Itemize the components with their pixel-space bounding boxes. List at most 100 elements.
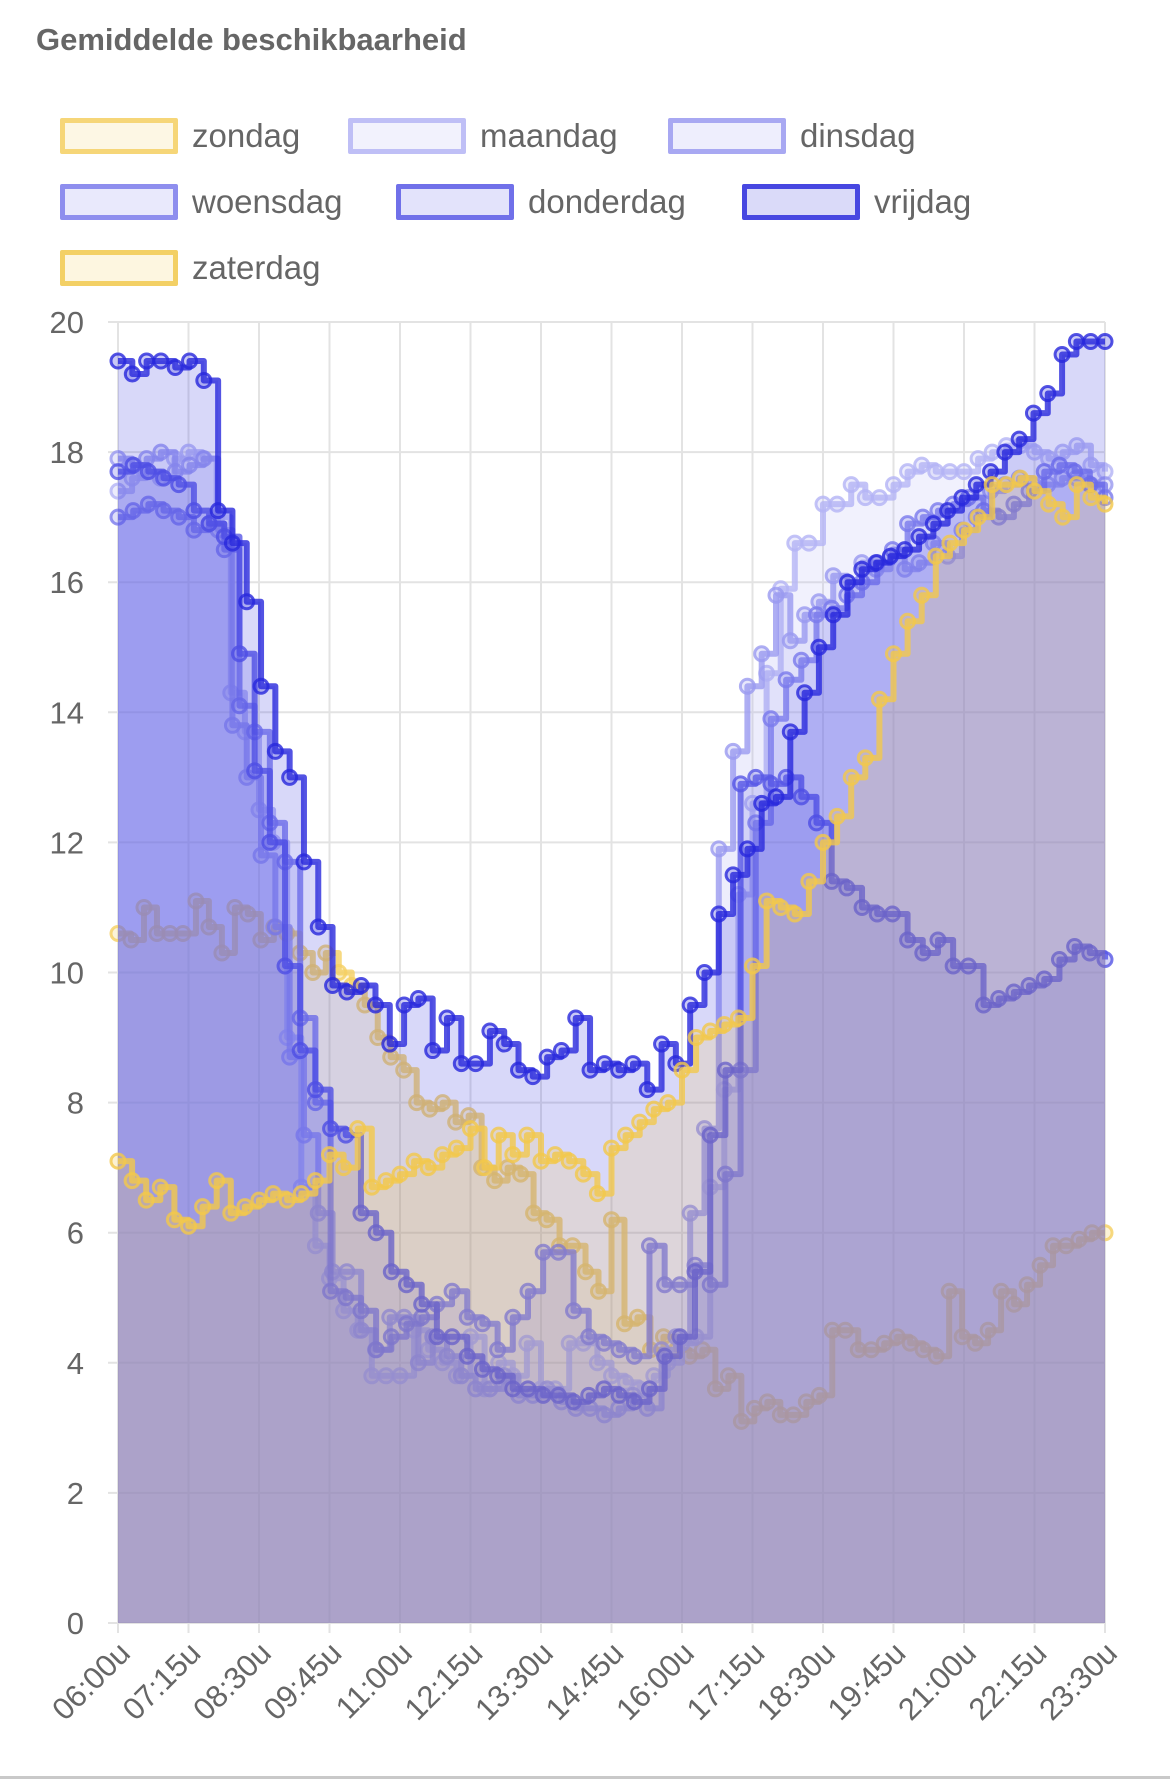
data-point	[953, 489, 971, 507]
data-point	[758, 1393, 776, 1411]
data-point	[659, 1094, 677, 1112]
data-point	[574, 1165, 592, 1183]
data-point	[640, 1237, 658, 1255]
data-point	[969, 450, 987, 468]
legend-item-donderdag[interactable]: donderdag	[396, 178, 686, 226]
legend-item-dinsdag[interactable]: dinsdag	[668, 112, 916, 160]
data-point	[377, 1172, 395, 1190]
data-point	[200, 515, 218, 533]
data-point	[538, 1048, 556, 1066]
data-point	[777, 671, 795, 689]
data-point	[549, 1243, 567, 1261]
data-point	[615, 1315, 633, 1333]
legend-item-woensdag[interactable]: woensdag	[60, 178, 342, 226]
y-tick-label: 14	[50, 695, 84, 730]
data-point	[438, 1347, 456, 1365]
data-point	[610, 1386, 628, 1404]
data-point	[1035, 970, 1053, 988]
data-point	[152, 443, 170, 461]
data-point	[941, 534, 959, 552]
data-point	[363, 1178, 381, 1196]
data-point	[349, 1120, 367, 1138]
data-point	[856, 749, 874, 767]
data-point	[693, 1341, 711, 1359]
data-point	[913, 586, 931, 604]
data-point	[966, 1334, 984, 1352]
data-point	[338, 1263, 356, 1281]
data-point	[781, 632, 799, 650]
data-point	[581, 1061, 599, 1079]
data-point	[940, 1282, 958, 1300]
data-point	[640, 1380, 658, 1398]
data-point	[1053, 346, 1071, 364]
data-point	[295, 1126, 313, 1144]
data-point	[927, 547, 945, 565]
data-point	[914, 1341, 932, 1359]
data-point	[1070, 1230, 1088, 1248]
data-point	[671, 1328, 689, 1346]
y-tick-label: 10	[50, 956, 84, 991]
data-point	[738, 677, 756, 695]
data-point	[595, 1055, 613, 1073]
y-tick-label: 6	[67, 1216, 84, 1251]
data-point	[306, 1237, 324, 1255]
data-point	[367, 1341, 385, 1359]
data-point	[870, 690, 888, 708]
data-point	[910, 528, 928, 546]
data-point	[194, 1198, 212, 1216]
data-point	[617, 1373, 635, 1391]
data-point	[443, 1328, 461, 1346]
data-point	[489, 1341, 507, 1359]
data-point	[519, 1380, 537, 1398]
data-point	[1039, 385, 1057, 403]
data-point	[1096, 333, 1114, 351]
data-point	[152, 352, 170, 370]
data-point	[687, 1029, 705, 1047]
data-point	[352, 1204, 370, 1222]
data-point	[123, 365, 141, 383]
data-point	[828, 807, 846, 825]
data-point	[278, 1191, 296, 1209]
data-point	[992, 1282, 1010, 1300]
y-tick-label: 20	[50, 305, 84, 340]
data-point	[899, 463, 917, 481]
data-point	[321, 1146, 338, 1164]
data-point	[810, 638, 828, 656]
data-point	[653, 1035, 671, 1053]
data-point	[447, 1113, 465, 1131]
x-tick-label: 18:30u	[750, 1635, 842, 1727]
data-point	[309, 1204, 327, 1222]
legend-swatch	[742, 184, 860, 220]
data-point	[810, 1386, 828, 1404]
data-point	[603, 1367, 620, 1385]
data-point	[888, 1328, 906, 1346]
data-point	[870, 489, 888, 507]
legend-item-zaterdag[interactable]: zaterdag	[60, 244, 320, 292]
data-point	[409, 990, 427, 1008]
legend-item-vrijdag[interactable]: vrijdag	[742, 178, 971, 226]
data-point	[322, 1120, 340, 1138]
data-point	[781, 723, 799, 741]
data-point	[398, 1315, 416, 1333]
data-point	[603, 1139, 620, 1157]
data-point	[504, 1308, 522, 1326]
y-tick-label: 16	[50, 565, 84, 600]
data-point	[588, 1185, 606, 1203]
data-point	[710, 905, 728, 923]
data-point	[695, 964, 713, 981]
data-point	[266, 742, 284, 760]
data-point	[200, 918, 218, 936]
data-point	[264, 1185, 282, 1203]
data-point	[979, 1321, 997, 1339]
legend-label: woensdag	[192, 183, 343, 220]
data-point	[701, 1022, 719, 1040]
legend-item-maandag[interactable]: maandag	[348, 112, 618, 160]
legend-item-zondag[interactable]: zondag	[60, 112, 300, 160]
legend-swatch	[60, 118, 178, 154]
data-point	[910, 554, 928, 572]
data-point	[762, 710, 780, 728]
data-point	[580, 1328, 598, 1346]
data-point	[409, 1354, 427, 1372]
data-point	[155, 469, 173, 487]
